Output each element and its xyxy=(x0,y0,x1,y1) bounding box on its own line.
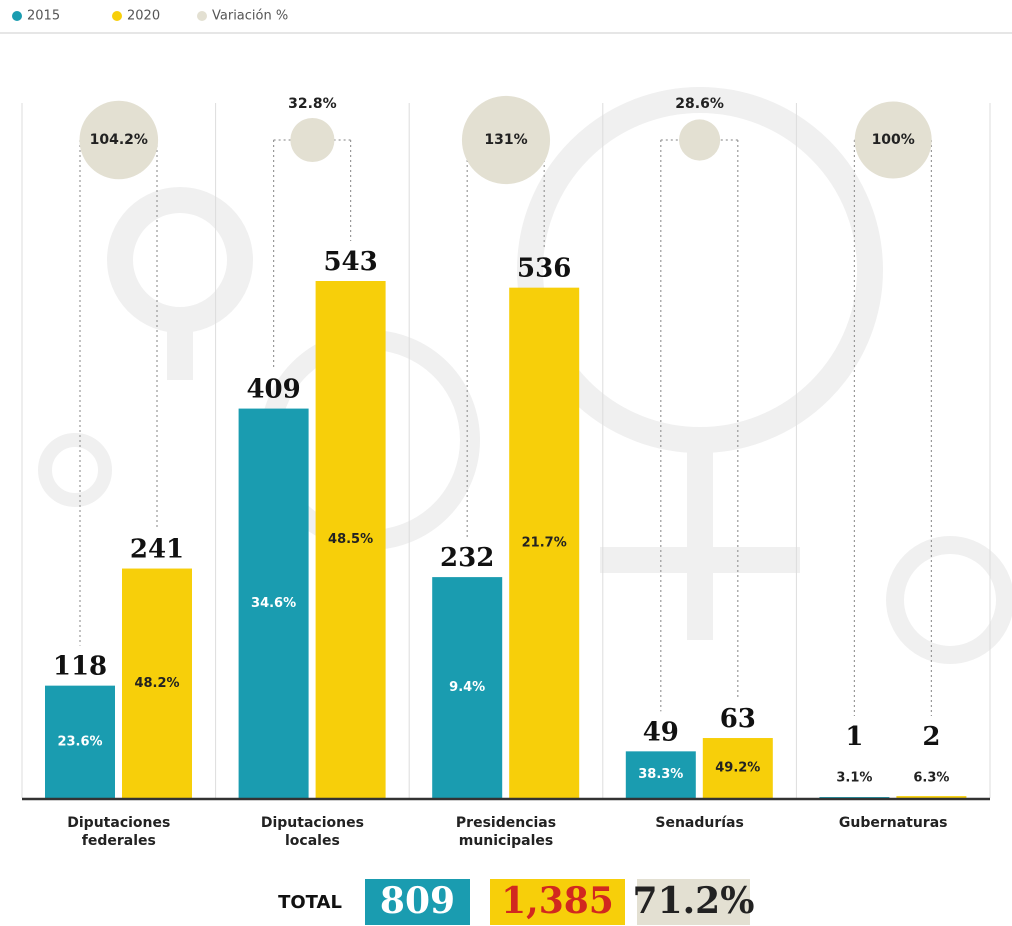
value-label: 118 xyxy=(53,652,107,682)
category-label: Presidencias municipales xyxy=(431,814,581,850)
variation-label: 100% xyxy=(872,132,915,148)
share-label: 48.5% xyxy=(328,532,373,547)
category-label: Gubernaturas xyxy=(818,814,968,832)
total-value: 1,385 xyxy=(501,880,614,922)
share-label: 3.1% xyxy=(836,771,872,786)
legend-label: 2015 xyxy=(27,9,60,24)
value-label: 409 xyxy=(246,375,300,405)
legend-swatch xyxy=(197,11,207,21)
category-label: Senadurías xyxy=(625,814,775,832)
total-value: 809 xyxy=(380,880,455,922)
value-label: 241 xyxy=(130,535,184,565)
value-label: 536 xyxy=(517,254,571,284)
totals-label: TOTAL xyxy=(278,892,342,913)
share-label: 9.4% xyxy=(449,680,485,695)
share-label: 38.3% xyxy=(638,767,683,782)
share-label: 49.2% xyxy=(715,761,760,776)
legend-label: Variación % xyxy=(212,9,288,24)
category-label: Diputaciones locales xyxy=(237,814,387,850)
value-label: 49 xyxy=(643,717,679,747)
value-label: 543 xyxy=(323,247,377,277)
value-label: 63 xyxy=(720,704,756,734)
page: 2015 2020 Variación % 118 23.6% 241 48.2% 104.2… xyxy=(0,0,1012,926)
share-label: 48.2% xyxy=(134,676,179,691)
value-label: 1 xyxy=(845,722,863,752)
category-label: Diputaciones federales xyxy=(44,814,194,850)
share-label: 34.6% xyxy=(251,596,296,611)
total-value: 71.2% xyxy=(633,880,755,922)
value-label: 232 xyxy=(440,543,494,573)
bar xyxy=(896,796,966,798)
variation-label: 131% xyxy=(484,132,527,148)
legend-swatch xyxy=(12,11,22,21)
variation-label: 104.2% xyxy=(90,132,148,148)
share-label: 23.6% xyxy=(57,734,102,749)
value-label: 2 xyxy=(922,722,940,752)
variation-label: 28.6% xyxy=(675,96,724,112)
variation-circle xyxy=(679,119,720,160)
share-label: 6.3% xyxy=(913,771,949,786)
variation-label: 32.8% xyxy=(288,96,337,112)
variation-circle xyxy=(290,118,334,162)
share-label: 21.7% xyxy=(522,535,567,550)
chart: 2015 2020 Variación % 118 23.6% 241 48.2% 104.2… xyxy=(0,0,1012,926)
legend-label: 2020 xyxy=(127,9,160,24)
legend-swatch xyxy=(112,11,122,21)
